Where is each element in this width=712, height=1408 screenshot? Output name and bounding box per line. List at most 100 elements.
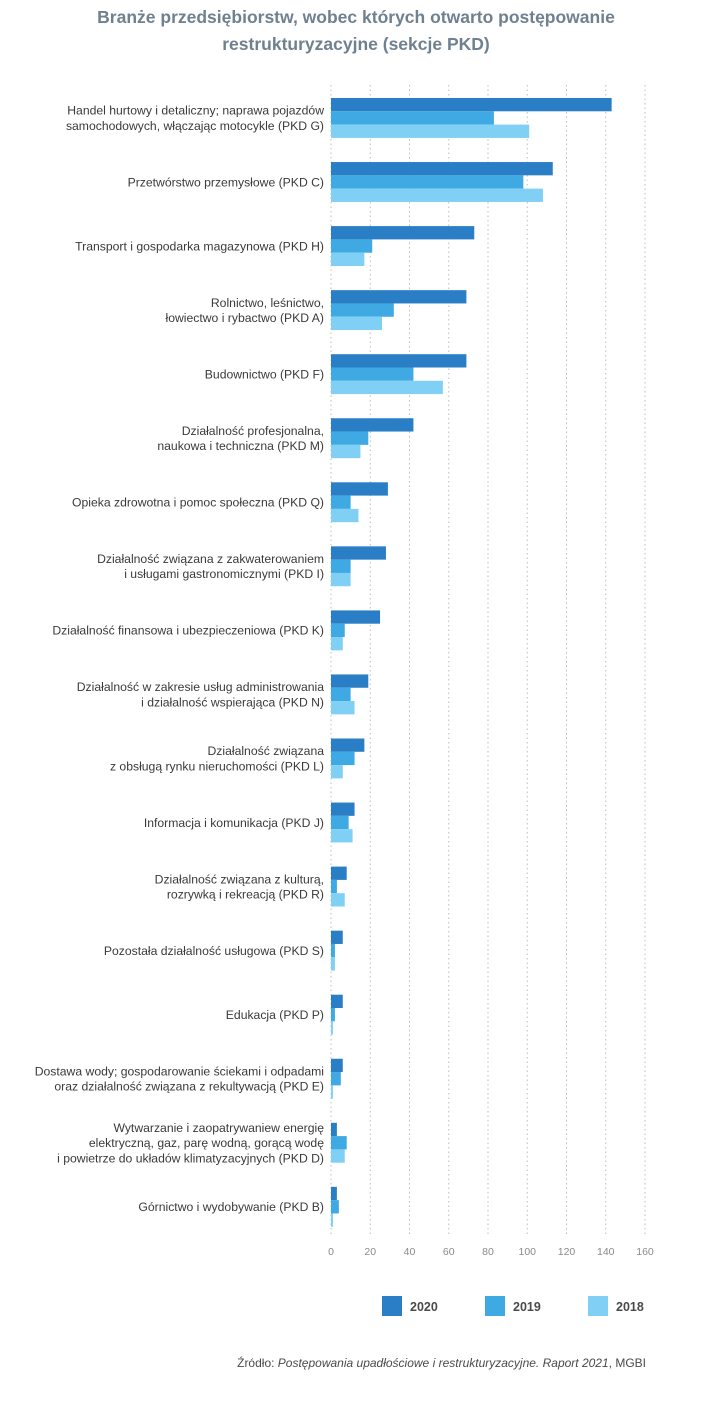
source-suffix: , MGBI: [608, 1356, 646, 1370]
bar-2020: [331, 354, 467, 368]
bar-2020: [331, 482, 388, 496]
bar-2020: [331, 546, 386, 560]
category-label: Transport i gospodarka magazynowa (PKD H…: [75, 239, 324, 253]
bar-2019: [331, 815, 349, 830]
category-label: Wytwarzanie i zaopatrywaniew energię elek…: [57, 1121, 324, 1165]
bar-2020: [331, 866, 347, 880]
chart-title-line-2: restrukturyzacyjne (sekcje PKD): [222, 34, 490, 54]
bar-2020: [331, 290, 467, 304]
source-note: Źródło: Postępowania upadłościowe i rest…: [237, 1356, 646, 1370]
bar-2020: [331, 994, 343, 1008]
bar-2018: [331, 1213, 333, 1227]
bar-2018: [331, 444, 361, 459]
bar-2019: [331, 431, 369, 445]
bar-2018: [331, 572, 351, 587]
bar-2018: [331, 252, 365, 266]
gridlines: [330, 85, 646, 1236]
category-labels: Handel hurtowy i detaliczny; naprawa poj…: [35, 104, 325, 1214]
legend-label: 2020: [410, 1300, 438, 1314]
category-label: Handel hurtowy i detaliczny; naprawa poj…: [66, 104, 324, 133]
x-tick-label: 120: [558, 1246, 576, 1258]
bar-2018: [331, 1149, 345, 1163]
bar-2020: [331, 226, 475, 240]
category-label: Górnictwo i wydobywanie (PKD B): [138, 1200, 324, 1214]
x-tick-label: 160: [636, 1246, 654, 1258]
category-label: Działalność związana z zakwaterowaniem i …: [97, 552, 324, 581]
category-label: Informacja i komunikacja (PKD J): [144, 816, 324, 830]
bar-2018: [331, 188, 543, 202]
bar-2019: [331, 879, 337, 894]
legend-label: 2018: [616, 1300, 644, 1314]
category-label: Dostawa wody; gospodarowanie ściekami i …: [35, 1064, 324, 1093]
category-label: Przetwórstwo przemysłowe (PKD C): [128, 175, 324, 189]
bar-2019: [331, 367, 414, 381]
bar-2020: [331, 1058, 343, 1073]
bar-2018: [331, 829, 353, 843]
bar-2020: [331, 802, 355, 816]
bar-2019: [331, 1136, 347, 1150]
bar-2018: [331, 957, 335, 971]
category-label: Opieka zdrowotna i pomoc społeczna (PKD …: [72, 496, 324, 510]
bar-2018: [331, 316, 383, 331]
category-label: Działalność finansowa i ubezpieczeniowa …: [52, 624, 324, 638]
bar-2019: [331, 623, 345, 637]
bar-2020: [331, 674, 369, 688]
x-tick-label: 20: [364, 1246, 376, 1258]
bar-2019: [331, 687, 351, 702]
bar-2019: [331, 495, 351, 509]
bar-2019: [331, 751, 355, 766]
bar-2018: [331, 124, 530, 138]
bar-2020: [331, 98, 612, 112]
bar-2018: [331, 701, 355, 715]
category-label: Budownictwo (PKD F): [205, 367, 324, 381]
x-tick-label: 80: [482, 1246, 494, 1258]
x-tick-label: 100: [518, 1246, 536, 1258]
source-publication: Postępowania upadłościowe i restrukturyz…: [277, 1356, 609, 1370]
bar-2020: [331, 930, 343, 944]
bar-2019: [331, 303, 394, 317]
bar-2019: [331, 559, 351, 573]
legend-swatch-2019: [485, 1296, 505, 1316]
x-tick-label: 40: [404, 1246, 416, 1258]
bar-2019: [331, 943, 335, 958]
bar-2020: [331, 162, 553, 176]
chart-title: Branże przedsiębiorstw, wobec których ot…: [0, 4, 712, 58]
bar-2020: [331, 418, 414, 432]
x-axis-ticks: 0 20 40 60 80 100 120 140 160: [328, 1246, 654, 1258]
bar-2020: [331, 1186, 337, 1201]
category-label: Działalność związana z obsługą rynku nier…: [110, 744, 324, 773]
chart-title-line-1: Branże przedsiębiorstw, wobec których ot…: [97, 7, 615, 27]
bar-2019: [331, 239, 373, 253]
category-label: Działalność profesjonalna, naukowa i tech…: [157, 424, 324, 453]
bar-2019: [331, 111, 494, 125]
x-tick-label: 140: [597, 1246, 615, 1258]
x-tick-label: 60: [443, 1246, 455, 1258]
legend: 2020 2019 2018: [382, 1296, 644, 1316]
bar-2019: [331, 175, 524, 189]
bar-2018: [331, 508, 359, 523]
legend-swatch-2020: [382, 1296, 402, 1316]
bar-2018: [331, 765, 343, 779]
bar-2019: [331, 1008, 335, 1022]
bar-2020: [331, 738, 365, 752]
legend-swatch-2018: [588, 1296, 608, 1316]
category-label: Pozostała działalność usługowa (PKD S): [104, 944, 324, 958]
source-prefix: Źródło:: [237, 1356, 278, 1370]
bar-2018: [331, 380, 443, 395]
bar-2018: [331, 637, 343, 651]
category-label: Edukacja (PKD P): [226, 1008, 324, 1022]
bar-2020: [331, 610, 381, 624]
bar-2019: [331, 1200, 339, 1214]
bar-2018: [331, 1021, 333, 1035]
x-tick-label: 0: [328, 1246, 334, 1258]
bar-2018: [331, 1085, 333, 1099]
bar-2020: [331, 1122, 337, 1137]
category-label: Działalność związana z kulturą, rozrywką …: [155, 872, 324, 901]
bars: [331, 98, 612, 1227]
category-label: Rolnictwo, leśnictwo, łowiectwo i rybactw…: [166, 296, 325, 325]
category-label: Działalność w zakresie usług administrow…: [77, 680, 324, 709]
legend-label: 2019: [513, 1300, 541, 1314]
bar-2019: [331, 1072, 341, 1086]
bar-2018: [331, 893, 345, 907]
